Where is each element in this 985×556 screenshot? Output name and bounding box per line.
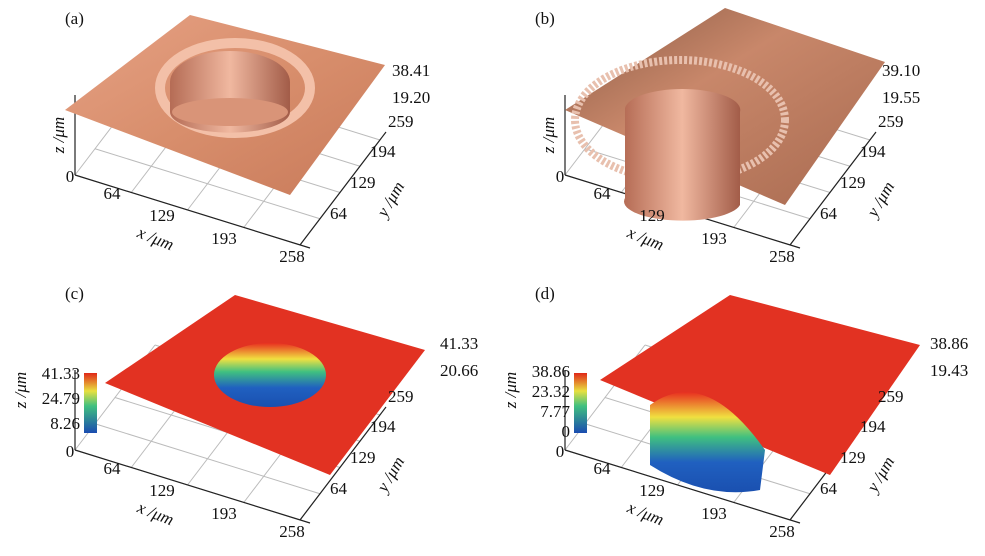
x-axis-label: x /μm (624, 497, 667, 529)
x-tick-label: 258 (279, 522, 305, 541)
y-tick-label: 259 (388, 112, 414, 131)
figure: (a)0641291932582591941296438.4119.20x /μ… (0, 0, 985, 551)
y-axis-label: y /μm (372, 178, 408, 222)
panel-label: (b) (535, 9, 555, 28)
colorbar-tick-label: 38.86 (532, 362, 570, 381)
z-tick-label: 19.55 (882, 88, 920, 107)
x-tick-label: 193 (701, 229, 727, 248)
y-tick-label: 259 (878, 387, 904, 406)
y-tick-label: 194 (370, 142, 396, 161)
y-tick-label: 64 (820, 479, 838, 498)
x-tick-label: 0 (66, 167, 75, 186)
x-tick-label: 258 (769, 522, 795, 541)
z-tick-label: 19.20 (392, 88, 430, 107)
x-tick-label: 129 (639, 206, 665, 225)
z-axis-label: z /μm (501, 372, 520, 409)
z-tick-label: 39.10 (882, 61, 920, 80)
y-tick-label: 259 (388, 387, 414, 406)
x-tick-label: 64 (594, 184, 612, 203)
x-tick-label: 193 (211, 229, 237, 248)
x-tick-label: 64 (104, 184, 122, 203)
x-axis-label: x /μm (134, 497, 177, 529)
z-tick-label: 20.66 (440, 361, 478, 380)
x-tick-label: 64 (104, 459, 122, 478)
y-tick-label: 129 (350, 448, 376, 467)
x-tick-label: 0 (556, 442, 565, 461)
panel-label: (d) (535, 284, 555, 303)
y-tick-label: 64 (330, 479, 348, 498)
x-axis-label: x /μm (624, 222, 667, 254)
z-axis-label: z /μm (11, 372, 30, 409)
z-tick-label: 38.86 (930, 334, 968, 353)
x-tick-label: 258 (769, 247, 795, 266)
colorbar-tick-label: 7.77 (540, 402, 570, 421)
y-tick-label: 194 (860, 417, 886, 436)
colorbar-tick-label: 24.79 (42, 389, 80, 408)
colorbar-tick-label: 8.26 (50, 414, 80, 433)
x-tick-label: 258 (279, 247, 305, 266)
colorbar-tick-label: 0 (562, 422, 571, 441)
page: (a)0641291932582591941296438.4119.20x /μ… (0, 0, 985, 551)
x-tick-label: 129 (639, 481, 665, 500)
colorbar-tick-label: 41.33 (42, 364, 80, 383)
x-axis-label: x /μm (134, 222, 177, 254)
y-tick-label: 129 (840, 448, 866, 467)
y-tick-label: 64 (330, 204, 348, 223)
y-tick-label: 194 (860, 142, 886, 161)
x-tick-label: 129 (149, 481, 175, 500)
colorbar (574, 373, 587, 433)
x-tick-label: 193 (701, 504, 727, 523)
x-tick-label: 193 (211, 504, 237, 523)
x-tick-label: 0 (66, 442, 75, 461)
colorbar-tick-label: 23.32 (532, 382, 570, 401)
y-axis-label: y /μm (862, 453, 898, 497)
y-tick-label: 129 (840, 173, 866, 192)
z-tick-label: 19.43 (930, 361, 968, 380)
y-tick-label: 64 (820, 204, 838, 223)
pit-floor (172, 98, 288, 126)
y-tick-label: 129 (350, 173, 376, 192)
y-tick-label: 194 (370, 417, 396, 436)
colorbar (84, 373, 97, 433)
z-tick-label: 41.33 (440, 334, 478, 353)
x-tick-label: 0 (556, 167, 565, 186)
panel-label: (c) (65, 284, 84, 303)
y-axis-label: y /μm (372, 453, 408, 497)
y-tick-label: 259 (878, 112, 904, 131)
x-tick-label: 129 (149, 206, 175, 225)
panel-label: (a) (65, 9, 84, 28)
z-axis-label: z /μm (49, 117, 68, 154)
x-tick-label: 64 (594, 459, 612, 478)
z-axis-label: z /μm (539, 117, 558, 154)
pit (214, 343, 326, 407)
z-tick-label: 38.41 (392, 61, 430, 80)
pit-wall (624, 89, 740, 221)
y-axis-label: y /μm (862, 178, 898, 222)
